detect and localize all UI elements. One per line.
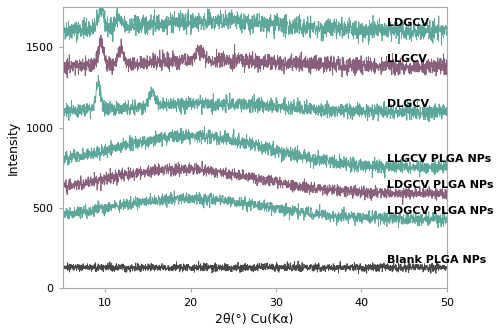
Text: LLGCV PLGA NPs: LLGCV PLGA NPs <box>387 154 492 164</box>
Text: DLGCV: DLGCV <box>387 99 429 109</box>
Text: LLGCV: LLGCV <box>387 54 427 64</box>
Text: LDGCV: LDGCV <box>387 18 429 28</box>
Text: LDGCV PLGA NPs: LDGCV PLGA NPs <box>387 180 494 190</box>
Text: LDGCV PLGA NPs: LDGCV PLGA NPs <box>387 206 494 216</box>
Y-axis label: Intensity: Intensity <box>7 121 20 175</box>
X-axis label: 2θ(°) Cu(Kα): 2θ(°) Cu(Kα) <box>216 313 294 326</box>
Text: Blank PLGA NPs: Blank PLGA NPs <box>387 255 486 265</box>
